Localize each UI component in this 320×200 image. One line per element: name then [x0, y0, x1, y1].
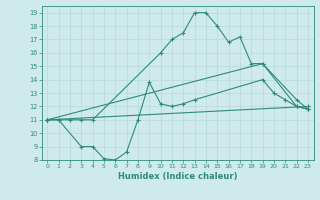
X-axis label: Humidex (Indice chaleur): Humidex (Indice chaleur): [118, 172, 237, 181]
